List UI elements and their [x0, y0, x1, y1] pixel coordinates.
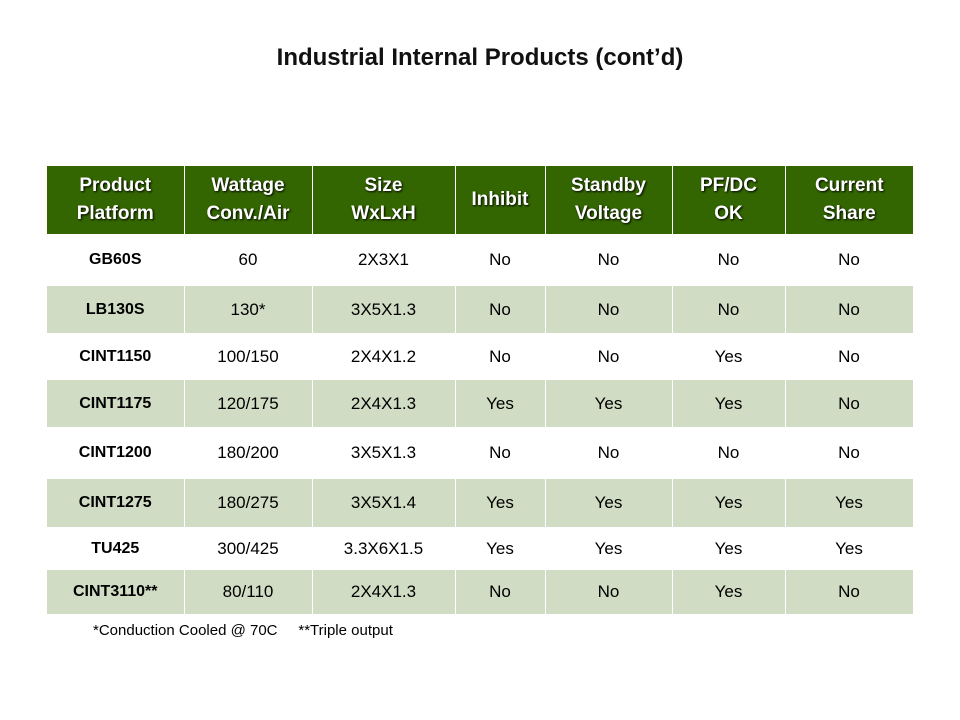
table-row: GB60S 60 2X3X1 No No No No: [47, 234, 914, 286]
table-cell: Yes: [455, 380, 546, 427]
table-cell: Yes: [672, 333, 786, 380]
table-cell: Yes: [545, 479, 673, 527]
table-cell: Yes: [672, 380, 786, 427]
column-header: Wattage Conv./Air: [184, 166, 313, 234]
table-cell: Yes: [672, 527, 786, 570]
column-header-line: PF/DC: [700, 175, 757, 196]
table-cell: 120/175: [184, 380, 313, 427]
table-cell: 130*: [184, 286, 313, 333]
table-cell: Yes: [672, 570, 786, 614]
column-header: Size WxLxH: [312, 166, 456, 234]
table-cell: 3.3X6X1.5: [312, 527, 456, 570]
table-cell: Yes: [785, 479, 914, 527]
table-cell: No: [785, 234, 914, 286]
table-cell: TU425: [47, 527, 185, 570]
table-cell: Yes: [455, 527, 546, 570]
table-cell: No: [455, 427, 546, 479]
column-header-line: Conv./Air: [206, 203, 290, 224]
table-cell: No: [545, 427, 673, 479]
table-cell: CINT1150: [47, 333, 185, 380]
column-header: Current Share: [785, 166, 913, 234]
table-row: CINT3110** 80/110 2X4X1.3 No No Yes No: [47, 570, 914, 614]
table-row: CINT1200 180/200 3X5X1.3 No No No No: [47, 427, 914, 479]
table-cell: 180/200: [184, 427, 313, 479]
table-cell: No: [545, 234, 673, 286]
header-row: Product Platform Wattage Conv./Air Size WxLxH…: [47, 166, 913, 234]
table-cell: CINT3110**: [47, 570, 185, 614]
table-cell: No: [545, 570, 673, 614]
table-cell: No: [672, 427, 786, 479]
column-header-line: Size: [364, 175, 403, 196]
footnote-conduction: *Conduction Cooled @ 70C: [93, 622, 278, 639]
table-cell: CINT1275: [47, 479, 185, 527]
column-header: Inhibit: [455, 166, 546, 234]
table-cell: No: [455, 570, 546, 614]
footnote-triple: **Triple output: [298, 622, 393, 639]
table-cell: No: [455, 234, 546, 286]
table-cell: 3X5X1.3: [312, 286, 456, 333]
table-cell: 2X3X1: [312, 234, 456, 286]
column-header-line: Current: [814, 175, 884, 196]
table-cell: 180/275: [184, 479, 313, 527]
table-cell: 80/110: [184, 570, 313, 614]
table-cell: No: [785, 380, 914, 427]
slide-title: Industrial Internal Products (cont’d): [276, 44, 684, 71]
table-cell: CINT1175: [47, 380, 185, 427]
table-cell: 2X4X1.2: [312, 333, 456, 380]
table-cell: Yes: [455, 479, 546, 527]
table-cell: No: [785, 286, 914, 333]
column-header-line: Platform: [76, 203, 154, 224]
table-cell: 2X4X1.3: [312, 570, 456, 614]
table-row: CINT1275 180/275 3X5X1.4 Yes Yes Yes Yes: [47, 479, 914, 527]
table-row: TU425 300/425 3.3X6X1.5 Yes Yes Yes Yes: [47, 527, 914, 570]
table-cell: No: [785, 333, 914, 380]
column-header: Standby Voltage: [545, 166, 673, 234]
column-header-line: Wattage: [211, 175, 285, 196]
table-cell: Yes: [545, 527, 673, 570]
column-header-line: WxLxH: [351, 203, 416, 224]
table-cell: 300/425: [184, 527, 313, 570]
column-header: Product Platform: [47, 166, 185, 234]
table-cell: GB60S: [47, 234, 185, 286]
table-cell: Yes: [545, 380, 673, 427]
table-cell: No: [455, 333, 546, 380]
table-cell: No: [785, 570, 914, 614]
table-row: CINT1150 100/150 2X4X1.2 No No Yes No: [47, 333, 914, 380]
column-header-line: Product: [79, 175, 152, 196]
table-cell: 3X5X1.4: [312, 479, 456, 527]
table-row: LB130S 130* 3X5X1.3 No No No No: [47, 286, 914, 333]
table-cell: Yes: [672, 479, 786, 527]
table-cell: No: [455, 286, 546, 333]
table-cell: No: [545, 333, 673, 380]
table-cell: 100/150: [184, 333, 313, 380]
column-header-line: Share: [822, 203, 876, 224]
table-cell: Yes: [785, 527, 914, 570]
column-header-line: Voltage: [574, 203, 643, 224]
table-cell: No: [672, 286, 786, 333]
column-header: PF/DC OK: [672, 166, 786, 234]
table-cell: LB130S: [47, 286, 185, 333]
column-header-line: Inhibit: [471, 189, 529, 210]
column-header-line: Standby: [571, 175, 646, 196]
products-table: Product Platform Wattage Conv./Air Size WxLxH…: [47, 166, 914, 614]
table-cell: 3X5X1.3: [312, 427, 456, 479]
table-cell: No: [672, 234, 786, 286]
column-header-line: OK: [714, 203, 743, 224]
table-cell: No: [545, 286, 673, 333]
table-cell: No: [785, 427, 914, 479]
footnotes: *Conduction Cooled @ 70C **Triple output: [93, 622, 393, 639]
table-cell: CINT1200: [47, 427, 185, 479]
table-cell: 60: [184, 234, 313, 286]
table-row: CINT1175 120/175 2X4X1.3 Yes Yes Yes No: [47, 380, 914, 427]
table-cell: 2X4X1.3: [312, 380, 456, 427]
